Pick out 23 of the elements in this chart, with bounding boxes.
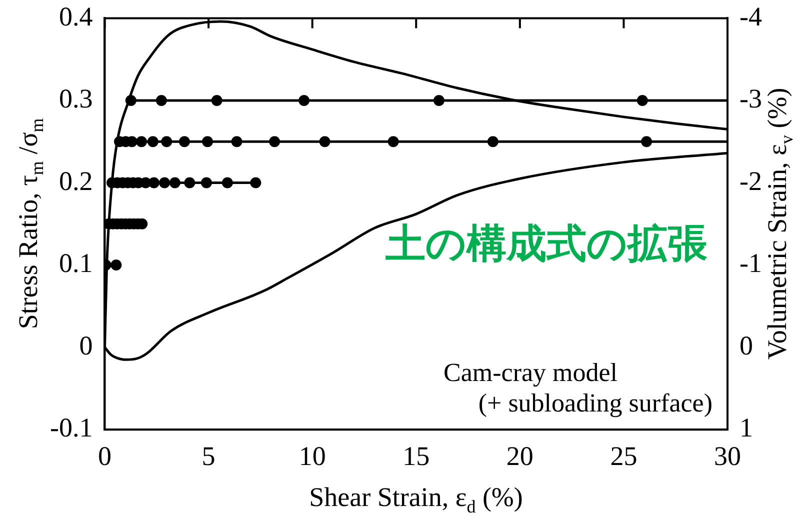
x-tick-label: 30 xyxy=(714,440,742,471)
y-tick-label: 0.3 xyxy=(58,84,93,114)
annotation: (+ subloading surface) xyxy=(478,388,713,418)
y2-tick-label: -1 xyxy=(740,248,762,278)
y-tick-label: 0.1 xyxy=(58,248,93,278)
x-tick-label: 20 xyxy=(506,440,534,471)
y-tick-label: 0 xyxy=(79,330,93,360)
y-tick-label: 0.2 xyxy=(58,166,93,196)
annotation: Cam-cray model xyxy=(444,358,618,387)
annotation: 土の構成式の拡張 xyxy=(386,220,708,267)
x-tick-label: 0 xyxy=(98,440,112,471)
x-tick-label: 15 xyxy=(402,440,430,471)
x-tick-label: 5 xyxy=(202,440,216,471)
x-tick-label: 25 xyxy=(610,440,638,471)
y2-tick-label: -4 xyxy=(740,1,762,32)
x-axis-title: Shear Strain, ε$_{d}$ (%) xyxy=(309,482,523,516)
y-tick-label: -0.1 xyxy=(50,412,93,443)
x-tick-label: 10 xyxy=(298,440,326,471)
y-tick-label: 0.4 xyxy=(58,1,94,32)
y2-tick-label: -2 xyxy=(740,166,762,196)
y2-tick-label: 1 xyxy=(740,412,754,443)
y2-tick-label: 0 xyxy=(740,330,754,360)
y2-tick-label: -3 xyxy=(740,84,762,114)
